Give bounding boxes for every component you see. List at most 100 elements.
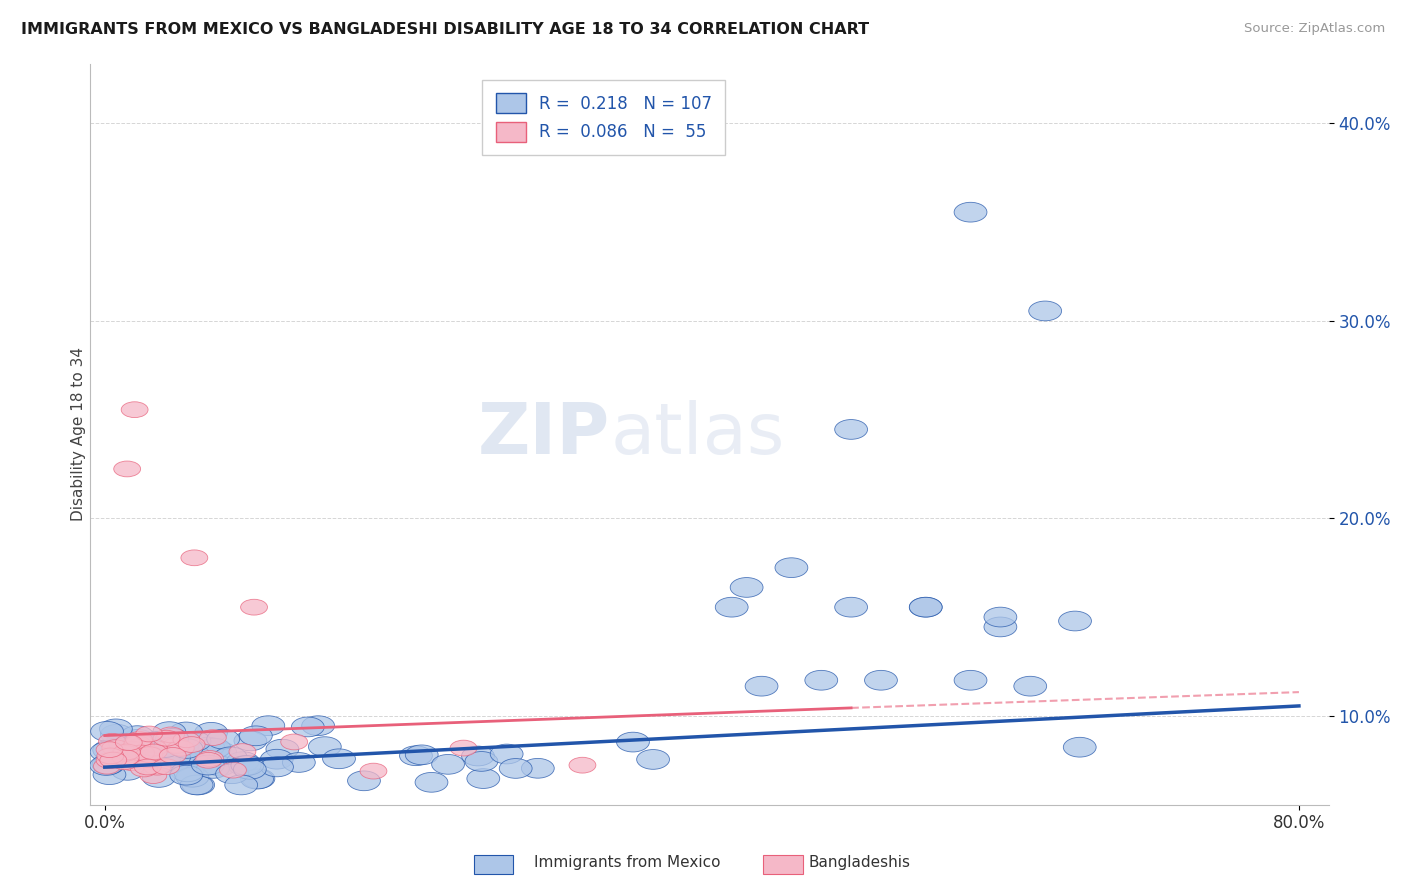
Ellipse shape bbox=[291, 717, 325, 737]
Y-axis label: Disability Age 18 to 34: Disability Age 18 to 34 bbox=[72, 347, 86, 521]
Ellipse shape bbox=[153, 759, 180, 774]
Ellipse shape bbox=[121, 401, 148, 417]
Ellipse shape bbox=[415, 772, 449, 792]
Ellipse shape bbox=[240, 769, 274, 789]
Ellipse shape bbox=[105, 733, 139, 753]
Ellipse shape bbox=[156, 753, 188, 772]
Ellipse shape bbox=[110, 749, 142, 769]
Ellipse shape bbox=[260, 757, 294, 777]
Ellipse shape bbox=[197, 750, 224, 766]
Ellipse shape bbox=[775, 558, 808, 577]
Ellipse shape bbox=[1029, 301, 1062, 321]
Text: Source: ZipAtlas.com: Source: ZipAtlas.com bbox=[1244, 22, 1385, 36]
Ellipse shape bbox=[97, 748, 124, 764]
Ellipse shape bbox=[955, 202, 987, 222]
Ellipse shape bbox=[159, 747, 186, 764]
Ellipse shape bbox=[167, 740, 194, 756]
Text: Bangladeshis: Bangladeshis bbox=[808, 855, 911, 870]
Ellipse shape bbox=[136, 726, 163, 742]
Ellipse shape bbox=[157, 727, 184, 743]
Ellipse shape bbox=[569, 757, 596, 773]
Ellipse shape bbox=[233, 731, 267, 751]
Ellipse shape bbox=[172, 762, 204, 781]
Ellipse shape bbox=[191, 737, 225, 757]
Ellipse shape bbox=[90, 722, 124, 741]
Ellipse shape bbox=[96, 742, 122, 757]
Ellipse shape bbox=[105, 747, 138, 768]
Text: atlas: atlas bbox=[610, 400, 785, 469]
Ellipse shape bbox=[122, 747, 155, 766]
Ellipse shape bbox=[153, 731, 180, 746]
Ellipse shape bbox=[118, 752, 145, 768]
Ellipse shape bbox=[181, 549, 208, 566]
Ellipse shape bbox=[347, 771, 381, 790]
Ellipse shape bbox=[491, 744, 523, 764]
Ellipse shape bbox=[135, 747, 162, 763]
Ellipse shape bbox=[191, 756, 225, 775]
Ellipse shape bbox=[260, 749, 294, 769]
Ellipse shape bbox=[239, 726, 273, 746]
Ellipse shape bbox=[108, 734, 142, 754]
Ellipse shape bbox=[215, 764, 249, 783]
Ellipse shape bbox=[180, 775, 214, 795]
Ellipse shape bbox=[94, 751, 127, 771]
Ellipse shape bbox=[122, 730, 155, 749]
Ellipse shape bbox=[399, 746, 433, 765]
Ellipse shape bbox=[984, 617, 1017, 637]
Ellipse shape bbox=[115, 750, 142, 766]
Ellipse shape bbox=[122, 735, 155, 755]
Text: Immigrants from Mexico: Immigrants from Mexico bbox=[534, 855, 721, 870]
Ellipse shape bbox=[124, 736, 150, 752]
Ellipse shape bbox=[240, 599, 267, 615]
Ellipse shape bbox=[131, 761, 157, 777]
Ellipse shape bbox=[910, 598, 942, 617]
Ellipse shape bbox=[204, 756, 236, 776]
Ellipse shape bbox=[835, 598, 868, 617]
Ellipse shape bbox=[148, 752, 181, 772]
Ellipse shape bbox=[143, 759, 170, 775]
Ellipse shape bbox=[204, 742, 236, 762]
Ellipse shape bbox=[252, 715, 285, 736]
Ellipse shape bbox=[745, 676, 778, 696]
Ellipse shape bbox=[122, 742, 149, 758]
Ellipse shape bbox=[229, 744, 256, 759]
Ellipse shape bbox=[100, 719, 132, 739]
Ellipse shape bbox=[177, 744, 209, 764]
Ellipse shape bbox=[135, 734, 167, 754]
Ellipse shape bbox=[114, 461, 141, 477]
Ellipse shape bbox=[730, 577, 763, 598]
Ellipse shape bbox=[499, 758, 531, 779]
Ellipse shape bbox=[865, 671, 897, 690]
Ellipse shape bbox=[226, 752, 259, 772]
Ellipse shape bbox=[461, 746, 495, 766]
Ellipse shape bbox=[93, 758, 121, 774]
Ellipse shape bbox=[135, 745, 162, 761]
Ellipse shape bbox=[225, 775, 257, 795]
Text: IMMIGRANTS FROM MEXICO VS BANGLADESHI DISABILITY AGE 18 TO 34 CORRELATION CHART: IMMIGRANTS FROM MEXICO VS BANGLADESHI DI… bbox=[21, 22, 869, 37]
Ellipse shape bbox=[207, 730, 239, 749]
Ellipse shape bbox=[910, 598, 942, 617]
Ellipse shape bbox=[283, 753, 315, 772]
Ellipse shape bbox=[360, 764, 387, 779]
Ellipse shape bbox=[432, 755, 464, 774]
Ellipse shape bbox=[308, 737, 342, 756]
Ellipse shape bbox=[120, 741, 148, 757]
Ellipse shape bbox=[101, 739, 129, 756]
Ellipse shape bbox=[214, 747, 247, 767]
Ellipse shape bbox=[93, 740, 125, 760]
Ellipse shape bbox=[467, 769, 499, 789]
Ellipse shape bbox=[984, 607, 1017, 627]
Ellipse shape bbox=[157, 752, 191, 772]
Ellipse shape bbox=[198, 739, 231, 758]
Ellipse shape bbox=[170, 739, 202, 758]
Ellipse shape bbox=[522, 758, 554, 778]
Ellipse shape bbox=[128, 745, 155, 761]
Ellipse shape bbox=[93, 764, 127, 785]
Ellipse shape bbox=[115, 735, 142, 750]
Ellipse shape bbox=[98, 733, 125, 749]
Ellipse shape bbox=[835, 419, 868, 439]
Ellipse shape bbox=[141, 731, 173, 751]
Ellipse shape bbox=[465, 752, 498, 772]
Ellipse shape bbox=[127, 739, 153, 755]
Ellipse shape bbox=[90, 756, 122, 775]
